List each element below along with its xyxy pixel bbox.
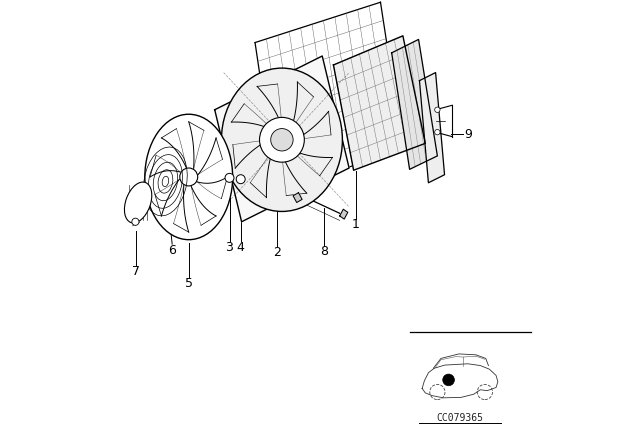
Text: 7: 7 — [132, 265, 140, 278]
Circle shape — [225, 173, 234, 182]
Polygon shape — [392, 39, 437, 169]
Text: 5: 5 — [185, 276, 193, 290]
Circle shape — [443, 374, 454, 386]
Circle shape — [260, 117, 305, 162]
Polygon shape — [333, 36, 425, 170]
Circle shape — [271, 129, 293, 151]
Circle shape — [435, 129, 440, 135]
Circle shape — [236, 175, 245, 184]
Ellipse shape — [221, 68, 342, 211]
Circle shape — [132, 218, 139, 225]
Circle shape — [435, 107, 440, 112]
Polygon shape — [293, 193, 302, 202]
Text: 6: 6 — [168, 244, 176, 258]
Polygon shape — [215, 56, 349, 222]
Text: 3: 3 — [225, 241, 234, 254]
Text: 4: 4 — [237, 241, 244, 254]
Text: CC079365: CC079365 — [436, 413, 483, 422]
Text: 1: 1 — [352, 218, 360, 232]
Text: 2: 2 — [273, 246, 282, 259]
Polygon shape — [340, 209, 348, 219]
Ellipse shape — [124, 182, 152, 223]
Circle shape — [180, 168, 198, 186]
Text: 9: 9 — [464, 128, 472, 141]
Polygon shape — [419, 73, 445, 183]
Ellipse shape — [145, 114, 233, 240]
Text: 8: 8 — [321, 245, 328, 258]
